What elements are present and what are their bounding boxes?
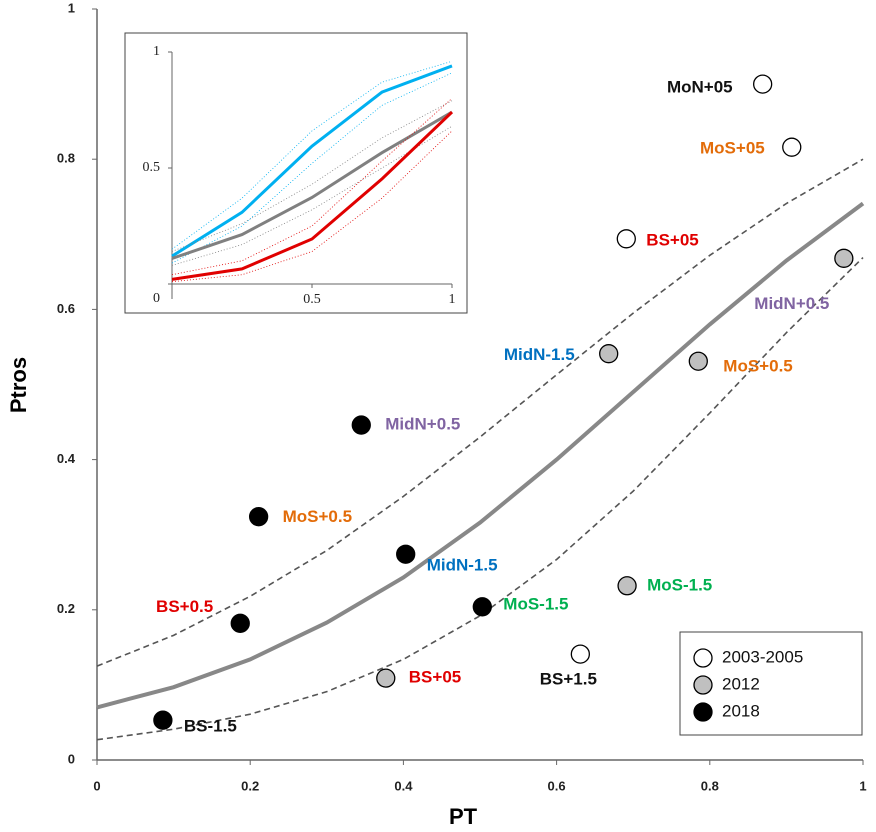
- point-label: MidN+0.5: [754, 294, 829, 313]
- legend-marker: [693, 702, 713, 722]
- y-axis-label: Ptros: [6, 357, 31, 413]
- point: [153, 710, 173, 730]
- inset-curve: [171, 64, 453, 258]
- inset-curve: [171, 110, 453, 260]
- inset-lower: [171, 130, 453, 283]
- point: [834, 248, 854, 268]
- point: [753, 74, 773, 94]
- y-tick-label: 0.2: [57, 601, 75, 616]
- x-tick-label: 0.8: [701, 778, 719, 793]
- lower-bound: [96, 257, 864, 741]
- point-label: MidN+0.5: [385, 415, 460, 434]
- point: [376, 668, 396, 688]
- inset-frame: [124, 32, 468, 314]
- point-label: MoS+05: [700, 139, 765, 158]
- point: [688, 351, 708, 371]
- upper-bound: [96, 158, 864, 667]
- fit-curve: [96, 201, 865, 710]
- inset-y-tick-label: 1: [153, 44, 160, 59]
- y-tick-label: 0: [68, 751, 75, 766]
- inset-y-tick-label: 0.5: [143, 160, 161, 175]
- point: [248, 507, 269, 527]
- point-label: BS+05: [646, 230, 698, 249]
- point-label: BS+1.5: [540, 670, 597, 689]
- point-label: MoS-1.5: [503, 594, 568, 613]
- x-axis-label: PT: [449, 804, 478, 829]
- point: [617, 576, 637, 596]
- point-label: MoN+05: [667, 78, 733, 97]
- point-label: BS+0.5: [156, 597, 213, 616]
- legend-marker: [693, 675, 713, 695]
- inset-x-tick-label: 0.5: [303, 292, 321, 307]
- y-tick-label: 0.8: [57, 151, 75, 166]
- y-tick-label: 1: [68, 0, 75, 15]
- x-tick-label: 0.4: [394, 778, 413, 793]
- inset-lower: [171, 125, 453, 266]
- inset-x-tick-label: 1: [449, 292, 456, 307]
- point-label: MidN-1.5: [427, 556, 498, 575]
- point: [599, 344, 619, 364]
- point: [570, 644, 590, 664]
- point-label: MoS+0.5: [283, 507, 352, 526]
- inset-upper: [171, 60, 453, 250]
- x-tick-label: 1: [859, 778, 866, 793]
- point-label: BS-1.5: [184, 717, 237, 736]
- legend-label: 2003-2005: [722, 647, 803, 666]
- point: [782, 137, 802, 157]
- x-tick-label: 0.6: [548, 778, 566, 793]
- legend-marker: [693, 648, 713, 668]
- legend-label: 2018: [722, 701, 760, 720]
- y-tick-label: 0.4: [57, 451, 76, 466]
- point: [396, 544, 416, 564]
- inset-y-tick-label: 0: [153, 291, 160, 306]
- point-label: MoS+0.5: [723, 357, 792, 376]
- inset-curve: [171, 111, 454, 281]
- legend-label: 2012: [722, 674, 760, 693]
- point-label: MidN-1.5: [504, 345, 575, 364]
- point: [472, 597, 492, 617]
- point: [230, 613, 250, 633]
- point-label: BS+05: [409, 668, 461, 687]
- point: [616, 229, 636, 249]
- inset-upper: [171, 98, 453, 276]
- point: [351, 415, 371, 435]
- y-tick-label: 0.6: [57, 301, 75, 316]
- point-label: MoS-1.5: [647, 575, 712, 594]
- x-tick-label: 0: [93, 778, 100, 793]
- x-tick-label: 0.2: [241, 778, 259, 793]
